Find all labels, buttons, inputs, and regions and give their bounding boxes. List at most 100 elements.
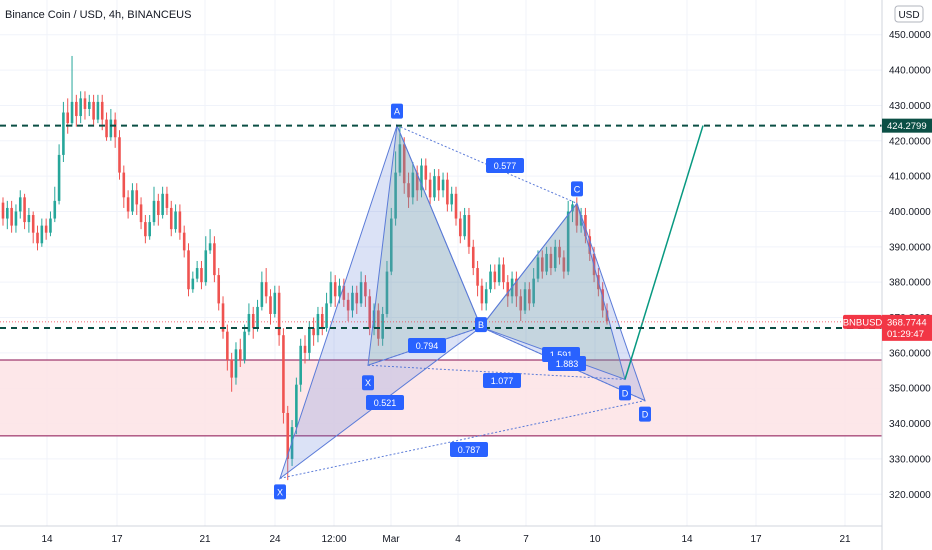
- candle-body: [126, 197, 130, 212]
- ratio-label-text: 1.591: [550, 350, 573, 360]
- candle-body: [6, 207, 9, 219]
- ratio-label: 0.787: [450, 442, 488, 457]
- candle-body: [303, 345, 307, 353]
- candle-body: [57, 154, 61, 201]
- candle-body: [333, 282, 337, 297]
- candle-body: [523, 289, 527, 311]
- candle-body: [213, 243, 216, 276]
- y-tick-label: 410.0000: [889, 172, 931, 183]
- x-tick-label: 4: [455, 534, 461, 545]
- candle-body: [601, 289, 604, 311]
- candle-body: [540, 257, 544, 272]
- candle-body: [75, 101, 78, 117]
- candle-body: [515, 278, 518, 297]
- candle-body: [346, 299, 350, 311]
- candle-body: [381, 313, 384, 339]
- candle-body: [31, 215, 35, 233]
- candle-body: [519, 296, 523, 311]
- candle-body: [450, 193, 453, 205]
- candle-body: [320, 313, 324, 329]
- y-tick-label: 420.0000: [889, 136, 931, 147]
- point-label-text: X: [277, 487, 283, 497]
- candle-body: [446, 179, 449, 205]
- candle-body: [355, 292, 359, 304]
- level-price-tag: 424.2799: [882, 118, 932, 133]
- candle-body: [497, 264, 501, 283]
- support-zone-fill: [0, 359, 882, 436]
- candle-body: [182, 232, 186, 251]
- chart-title: Binance Coin / USD, 4h, BINANCEUS: [5, 9, 191, 21]
- symbol-tag-text: BNBUSD: [843, 317, 883, 328]
- price-tag-countdown: 01:29:47: [887, 329, 924, 340]
- level-price-tag-box: [882, 118, 932, 133]
- ratio-line-xd-inner: [367, 364, 626, 380]
- candle-body: [467, 215, 471, 247]
- candle-body: [157, 200, 160, 216]
- candle-body: [463, 215, 466, 237]
- candle-body: [118, 137, 121, 173]
- candle-body: [459, 218, 462, 237]
- candle-body: [536, 257, 540, 279]
- y-tick-label: 430.0000: [889, 101, 931, 112]
- point-label-a: A: [391, 103, 403, 119]
- y-tick-label: 390.0000: [889, 242, 931, 253]
- candle-body: [273, 292, 277, 314]
- point-label-text: X: [365, 378, 371, 388]
- y-tick-label: 450.0000: [889, 30, 931, 41]
- candle-body: [18, 197, 22, 212]
- candle-body: [545, 253, 548, 272]
- ratio-label-text: 1.077: [491, 376, 514, 386]
- point-label-box: [475, 317, 487, 333]
- currency-button[interactable]: USD: [894, 5, 924, 23]
- candle-body: [571, 204, 574, 212]
- candle-body: [588, 236, 592, 254]
- candle-body: [389, 218, 393, 272]
- candle-body: [131, 190, 134, 212]
- y-tick-label: 330.0000: [889, 454, 931, 465]
- ratio-label-text: 1.883: [556, 359, 579, 369]
- level-price-tag-text: 424.2799: [887, 121, 927, 132]
- candle-body: [502, 264, 505, 283]
- y-tick-label: 360.0000: [889, 348, 931, 359]
- candle-body: [49, 218, 52, 233]
- x-tick-label: 7: [523, 534, 529, 545]
- currency-label: USD: [898, 10, 919, 21]
- candle-body: [338, 285, 341, 297]
- ratio-label-text: 0.787: [458, 445, 481, 455]
- candle-body: [471, 246, 475, 269]
- y-tick-label: 340.0000: [889, 419, 931, 430]
- candle-body: [433, 176, 436, 198]
- price-axis-bg: [882, 0, 932, 550]
- candle-body: [195, 268, 199, 279]
- candle-body: [359, 282, 363, 304]
- candle-body: [316, 313, 320, 336]
- harmonic-pattern: [279, 123, 704, 480]
- candle-body: [364, 282, 367, 297]
- candle-body: [269, 296, 272, 314]
- candle-body: [351, 292, 354, 311]
- candle-body: [377, 310, 380, 339]
- point-label-box: [571, 181, 583, 197]
- x-tick-label: 21: [199, 534, 211, 545]
- candle-body: [208, 243, 212, 251]
- candle-body: [506, 282, 510, 297]
- candle-body: [282, 335, 285, 413]
- y-tick-label: 440.0000: [889, 66, 931, 77]
- candle-body: [243, 331, 246, 360]
- point-label-c: C: [571, 181, 583, 197]
- symbol-tag-box: [843, 314, 882, 329]
- candle-body: [62, 112, 65, 155]
- candle-body: [191, 278, 195, 290]
- ratio-label-box: [483, 373, 521, 388]
- y-tick-label: 320.0000: [889, 490, 931, 501]
- y-tick-label: 400.0000: [889, 207, 931, 218]
- candle-body: [277, 292, 281, 336]
- candle-body: [532, 278, 535, 304]
- candle-body: [420, 165, 423, 191]
- candle-body: [226, 331, 229, 360]
- candle-body: [1, 202, 5, 219]
- horizontal-levels: [0, 124, 882, 330]
